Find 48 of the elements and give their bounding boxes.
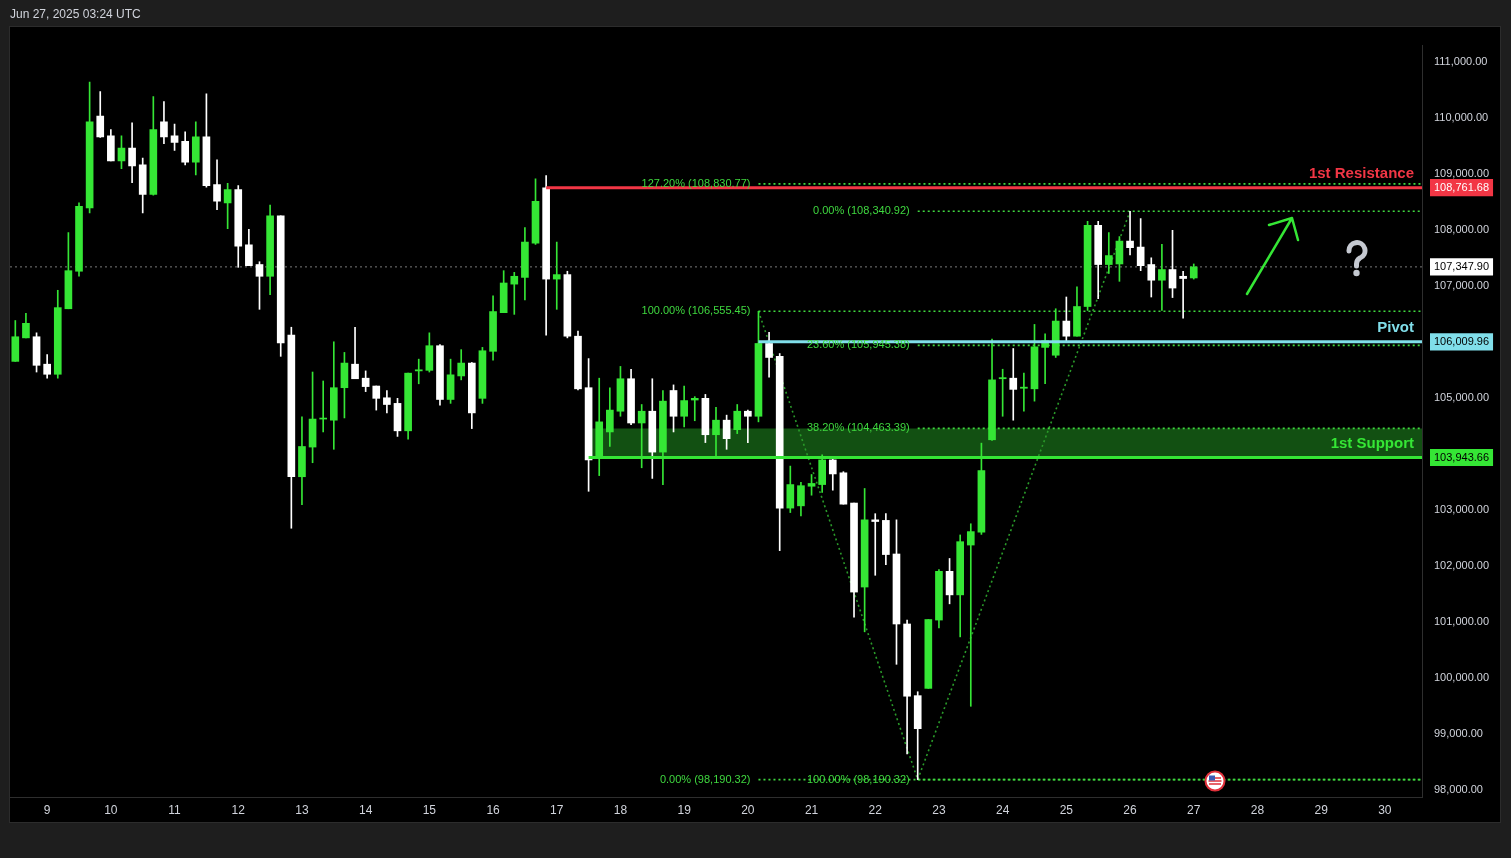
x-tick-label: 13 (295, 802, 309, 817)
x-tick-label: 24 (995, 802, 1010, 817)
y-tick-label: 102,000.00 (1434, 559, 1490, 572)
series-label: 127.20% (108,830.77) (641, 176, 751, 189)
x-tick-label: 21 (804, 802, 819, 817)
x-tick-label: 25 (1059, 802, 1074, 817)
x-tick-label: 14 (358, 802, 373, 817)
text: Jun 27, 2025 03:24 UTC (10, 6, 141, 22)
x-tick-label: 10 (104, 802, 118, 817)
y-tick-label: 98,000.00 (1434, 783, 1483, 796)
series-label: 100.00% (106,555.45) (641, 304, 751, 317)
y-tick-label: 100,000.00 (1434, 671, 1490, 684)
x-tick-label: 22 (868, 802, 883, 817)
x-tick-label: 16 (486, 802, 501, 817)
x-tick-label: 30 (1378, 802, 1392, 817)
y-tick-label: 110,000.00 (1434, 111, 1489, 124)
series-label: Pivot (1377, 318, 1414, 336)
y-tick-label: 108,000.00 (1434, 223, 1490, 236)
x-tick-label: 23 (932, 802, 946, 817)
y-tick-label: 101,000.00 (1434, 615, 1490, 628)
series-label: 0.00% (98,190.32) (659, 772, 751, 785)
series-label: 1st Support (1330, 434, 1414, 452)
y-tick-label: 99,000.00 (1434, 727, 1483, 740)
x-tick-label: 18 (613, 802, 628, 817)
y-tick-label: 107,347.90 (1434, 259, 1490, 272)
x-tick-label: 15 (422, 802, 437, 817)
series-label: 100.00% (98,190.32) (806, 772, 910, 785)
series-label: 38.20% (104,463.39) (806, 421, 910, 434)
y-tick-label: 109,000.00 (1434, 167, 1490, 180)
x-tick-label: 20 (741, 802, 755, 817)
y-tick-label: 106,009.96 (1434, 334, 1490, 347)
y-tick-label: 111,000.00 (1434, 55, 1488, 68)
x-tick-label: 12 (231, 802, 246, 817)
series-label: 1st Resistance (1308, 164, 1414, 182)
x-tick-label: 17 (550, 802, 564, 817)
y-tick-label: 103,000.00 (1434, 503, 1490, 516)
x-tick-label: 27 (1187, 802, 1201, 817)
series-label: 0.00% (108,340.92) (813, 204, 910, 217)
y-tick-label: 103,943.66 (1434, 450, 1490, 463)
y-tick-label: 108,761.68 (1434, 180, 1490, 193)
x-tick-label: 11 (168, 802, 182, 817)
x-tick-label: 9 (43, 802, 51, 817)
x-tick-label: 28 (1250, 802, 1265, 817)
x-tick-label: 29 (1314, 802, 1329, 817)
y-tick-label: 107,000.00 (1434, 279, 1490, 292)
x-tick-label: 26 (1123, 802, 1138, 817)
y-tick-label: 105,000.00 (1434, 391, 1490, 404)
x-tick-label: 19 (677, 802, 692, 817)
